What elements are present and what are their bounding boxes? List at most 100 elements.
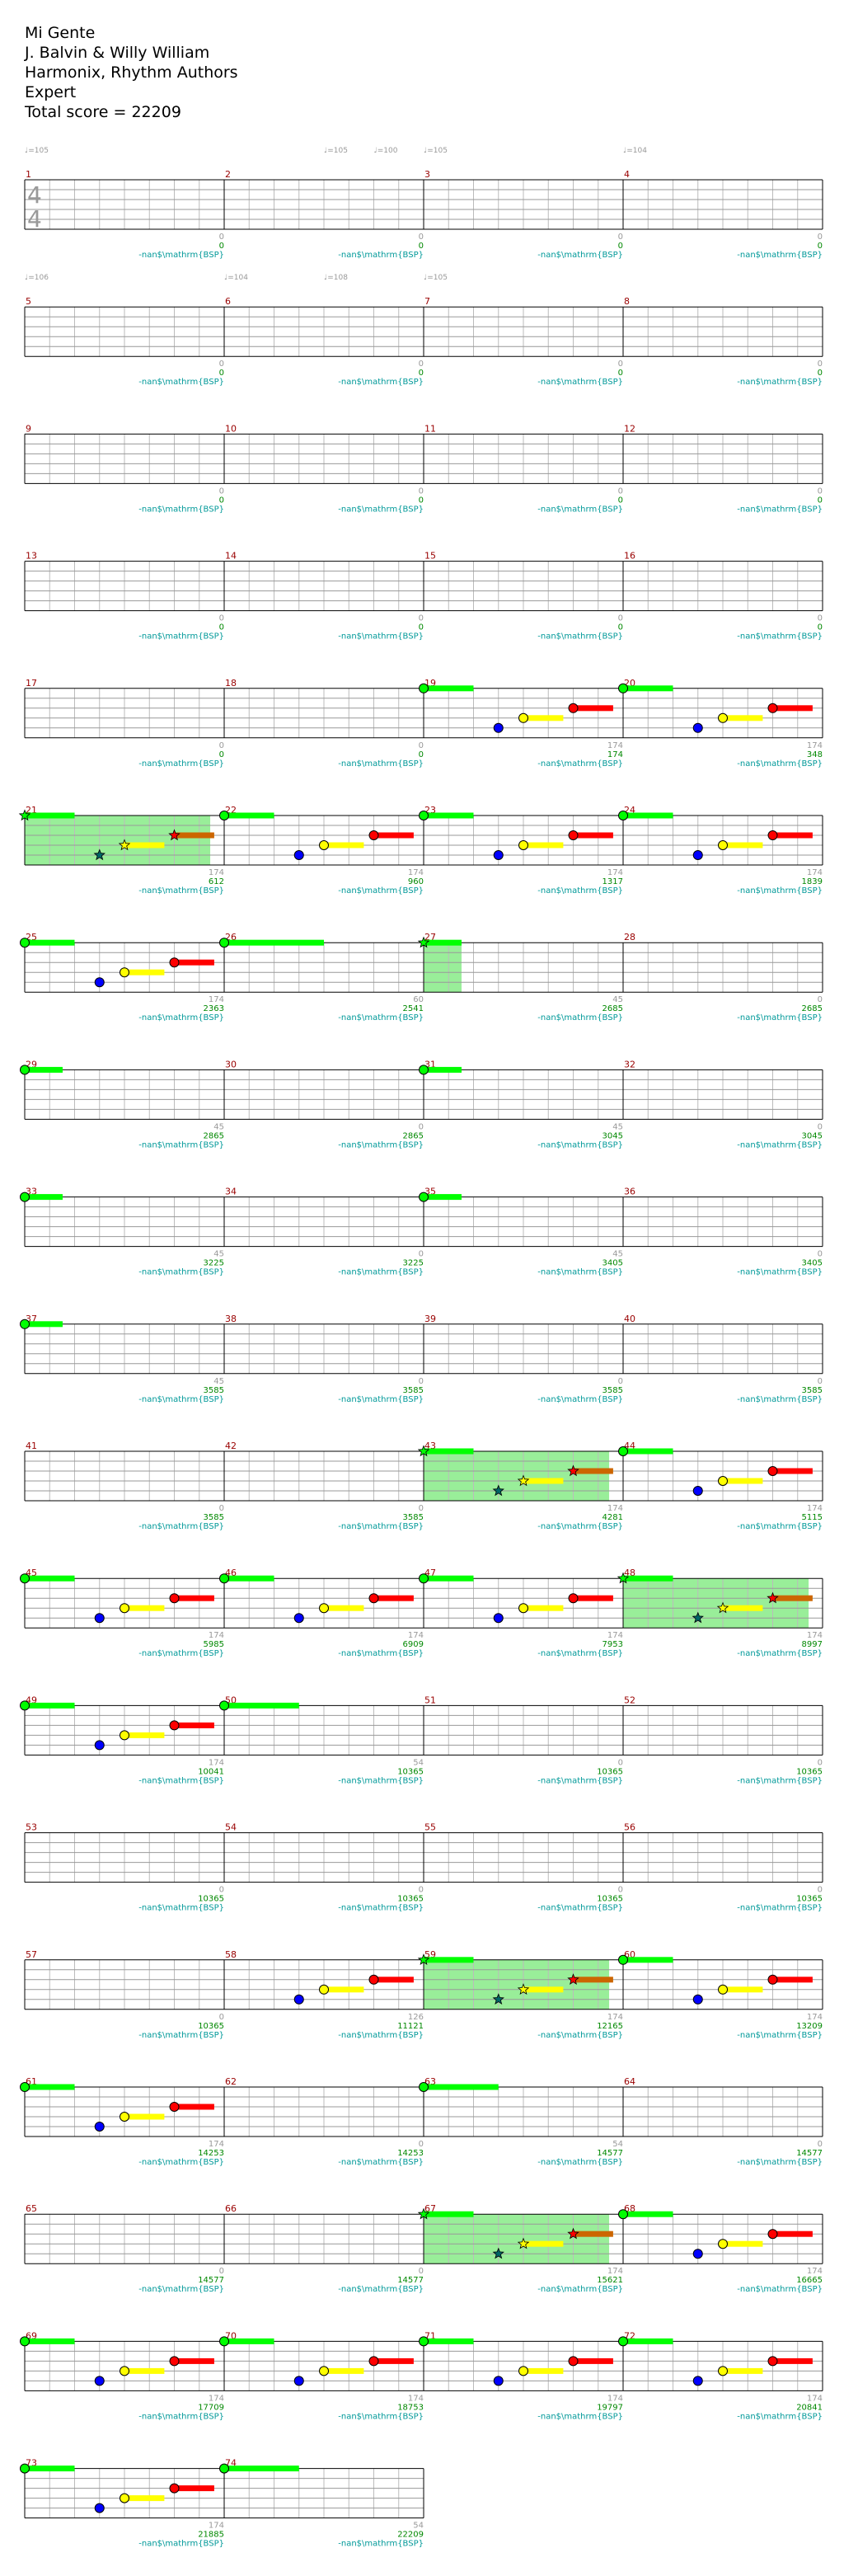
- sp-label: -nan$\mathrm{BSP}: [338, 2158, 424, 2167]
- sp-label: -nan$\mathrm{BSP}: [338, 1649, 424, 1658]
- star-note-blue: [692, 1611, 704, 1624]
- sustain-red: [174, 832, 214, 839]
- measure-number: 7: [424, 296, 430, 307]
- cumulative-score: 12165: [597, 2022, 623, 2031]
- cumulative-score: 2541: [403, 1004, 424, 1013]
- sp-label: -nan$\mathrm{BSP}: [138, 1140, 224, 1149]
- sustain-green: [623, 1957, 673, 1963]
- difficulty-label: Expert: [25, 83, 77, 101]
- measure-points: 0: [618, 1886, 623, 1895]
- note-red: [767, 2229, 778, 2240]
- cumulative-score: 22209: [397, 2531, 424, 2540]
- measure-points: 0: [618, 360, 623, 369]
- measure-points: 174: [607, 868, 623, 877]
- sustain-green: [424, 2084, 499, 2090]
- note-blue: [493, 722, 504, 733]
- sustain-yellow: [124, 842, 165, 848]
- cumulative-score: 2363: [204, 1004, 224, 1013]
- sp-label: -nan$\mathrm{BSP}: [537, 1776, 623, 1785]
- measure-points: 0: [419, 614, 424, 623]
- cumulative-score: 1317: [603, 877, 623, 886]
- sustain-yellow: [124, 2367, 165, 2374]
- tempo-marker: ♩=100: [374, 147, 398, 155]
- note-green: [20, 1700, 30, 1711]
- cumulative-score: 3585: [403, 1513, 424, 1522]
- measure-points: 0: [419, 1250, 424, 1259]
- note-blue: [692, 722, 703, 733]
- measure-number: 34: [225, 1187, 237, 1197]
- note-red: [568, 1593, 579, 1604]
- star-note-green: [417, 1953, 430, 1965]
- sustain-red: [373, 1595, 414, 1601]
- star-note-green: [417, 1445, 430, 1457]
- measure-points: 0: [419, 233, 424, 242]
- cumulative-score: 0: [219, 369, 224, 378]
- sp-label: -nan$\mathrm{BSP}: [138, 1268, 224, 1277]
- measure-points: 174: [607, 1504, 623, 1513]
- sp-label: -nan$\mathrm{BSP}: [338, 759, 424, 769]
- cumulative-score: 15621: [597, 2276, 623, 2285]
- sustain-red: [174, 1722, 214, 1728]
- sustain-yellow: [523, 1986, 564, 1993]
- measure-points: 0: [219, 233, 224, 242]
- note-green: [419, 2336, 429, 2347]
- sustain-yellow: [723, 1605, 763, 1611]
- star-note-yellow: [118, 839, 131, 851]
- star-note-yellow: [517, 1983, 530, 1995]
- note-green: [20, 938, 30, 948]
- cumulative-score: 14577: [597, 2149, 623, 2158]
- cumulative-score: 3225: [403, 1259, 424, 1268]
- note-yellow: [718, 1984, 728, 1995]
- cumulative-score: 3225: [204, 1259, 224, 1268]
- tempo-marker: ♩=104: [224, 274, 248, 282]
- note-yellow: [120, 1603, 129, 1614]
- note-red: [568, 830, 579, 840]
- note-blue: [692, 1994, 703, 2005]
- note-yellow: [319, 2366, 329, 2376]
- star-note-blue: [492, 1993, 504, 2005]
- sp-label: -nan$\mathrm{BSP}: [338, 2412, 424, 2421]
- note-yellow: [120, 2493, 129, 2503]
- sustain-red: [772, 1468, 813, 1474]
- sustain-green: [224, 2338, 274, 2344]
- note-blue: [293, 1613, 304, 1624]
- measure-points: 174: [209, 995, 224, 1004]
- note-green: [618, 1446, 628, 1456]
- measure-points: 174: [807, 2013, 823, 2022]
- measure-number: 42: [225, 1441, 237, 1451]
- star-note-red: [767, 1591, 779, 1604]
- note-red: [767, 1974, 778, 1985]
- star-note-green: [617, 1572, 630, 1584]
- measure-points: 0: [219, 2267, 224, 2276]
- sp-label: -nan$\mathrm{BSP}: [338, 1904, 424, 1913]
- note-green: [618, 1954, 628, 1965]
- note-blue: [692, 850, 703, 860]
- note-red: [368, 830, 379, 840]
- note-blue: [94, 1613, 105, 1624]
- sp-label: -nan$\mathrm{BSP}: [138, 1395, 224, 1404]
- measure-number: 1: [26, 169, 31, 180]
- cumulative-score: 10041: [198, 1767, 224, 1776]
- cumulative-score: 0: [618, 369, 623, 378]
- sustain-green: [424, 812, 474, 819]
- note-yellow: [718, 840, 728, 850]
- sustain-green: [224, 812, 274, 819]
- sp-label: -nan$\mathrm{BSP}: [338, 2540, 424, 2549]
- cumulative-score: 0: [818, 496, 823, 505]
- star-note-blue: [93, 848, 106, 861]
- measure-points: 0: [219, 614, 224, 623]
- sustain-red: [174, 959, 214, 966]
- measure-points: 0: [419, 2140, 424, 2149]
- sustain-green: [224, 939, 324, 946]
- sp-label: -nan$\mathrm{BSP}: [138, 505, 224, 514]
- cumulative-score: 3585: [403, 1386, 424, 1395]
- note-green: [20, 1319, 30, 1329]
- cumulative-score: 3585: [204, 1386, 224, 1395]
- note-red: [368, 1593, 379, 1604]
- sp-label: -nan$\mathrm{BSP}: [537, 2285, 623, 2294]
- sustain-green: [224, 2466, 299, 2472]
- tempo-marker: ♩=104: [623, 147, 647, 155]
- sp-label: -nan$\mathrm{BSP}: [537, 632, 623, 642]
- note-green: [20, 2082, 30, 2092]
- measure-points: 45: [612, 1250, 623, 1259]
